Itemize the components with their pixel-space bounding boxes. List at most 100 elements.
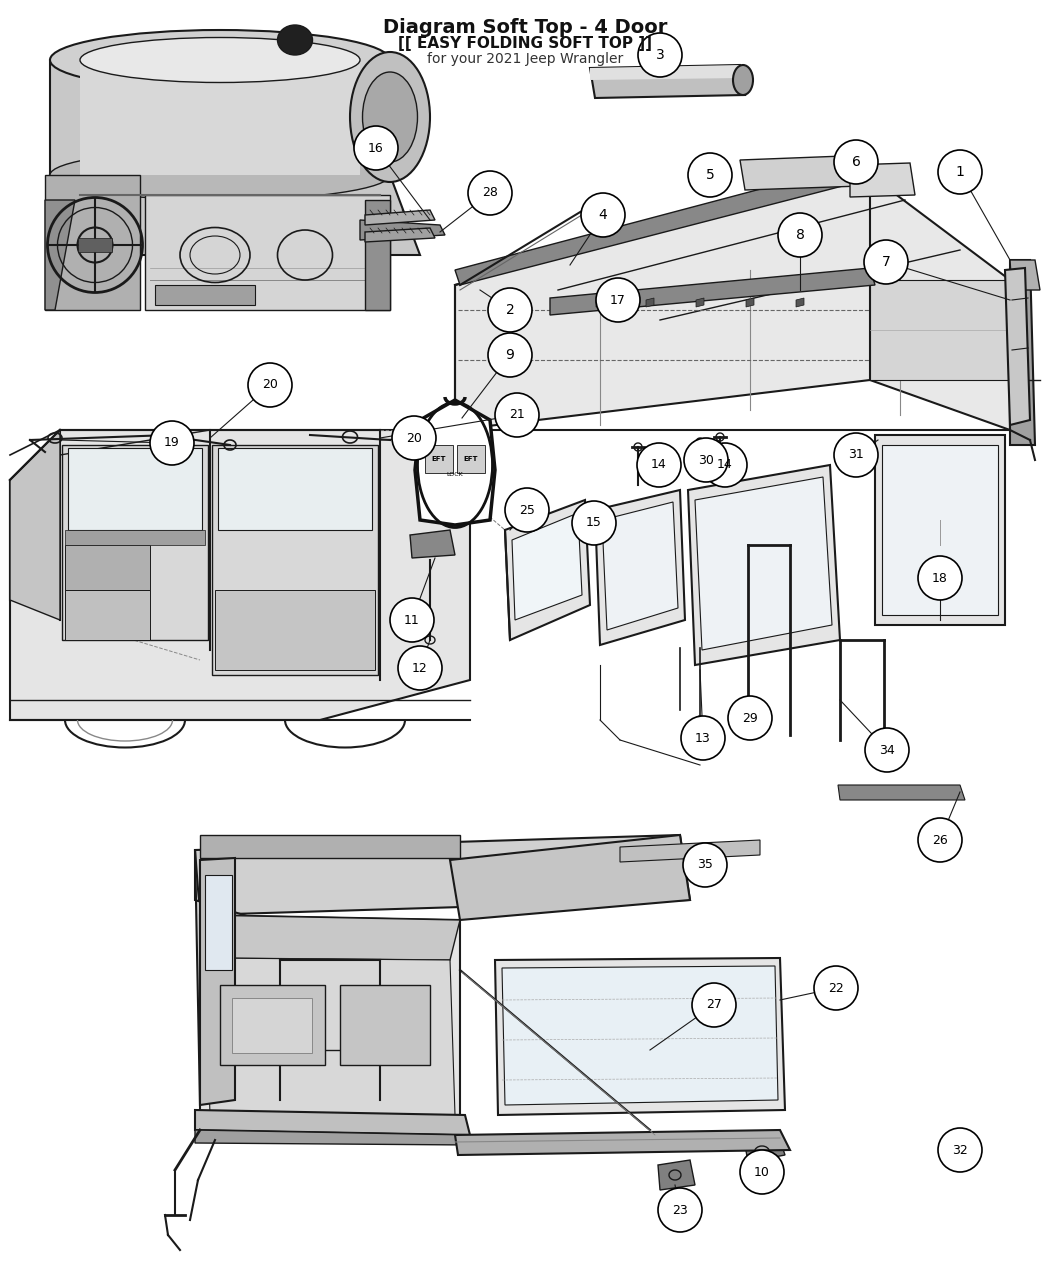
Text: 14: 14 bbox=[717, 459, 733, 472]
Circle shape bbox=[834, 140, 878, 184]
Polygon shape bbox=[68, 448, 202, 530]
Text: 9: 9 bbox=[505, 348, 514, 362]
Polygon shape bbox=[10, 430, 60, 620]
Text: 23: 23 bbox=[672, 1204, 688, 1216]
Polygon shape bbox=[882, 445, 998, 615]
Text: 16: 16 bbox=[369, 142, 384, 154]
Text: 18: 18 bbox=[932, 571, 948, 584]
Polygon shape bbox=[495, 958, 785, 1116]
Polygon shape bbox=[212, 445, 378, 674]
Circle shape bbox=[704, 442, 747, 487]
Polygon shape bbox=[195, 1111, 470, 1135]
Circle shape bbox=[398, 646, 442, 690]
Text: 22: 22 bbox=[828, 982, 844, 994]
Circle shape bbox=[740, 1150, 784, 1193]
Circle shape bbox=[638, 33, 682, 76]
Text: 31: 31 bbox=[848, 449, 864, 462]
Polygon shape bbox=[688, 465, 840, 666]
Text: 20: 20 bbox=[262, 379, 278, 391]
Text: 20: 20 bbox=[406, 431, 422, 445]
Polygon shape bbox=[200, 915, 460, 1119]
Ellipse shape bbox=[362, 71, 418, 162]
Circle shape bbox=[682, 843, 727, 887]
Bar bbox=[457, 445, 485, 473]
Polygon shape bbox=[10, 430, 470, 720]
Text: 7: 7 bbox=[882, 255, 890, 269]
Circle shape bbox=[581, 193, 625, 237]
Polygon shape bbox=[195, 1130, 472, 1145]
Circle shape bbox=[495, 393, 539, 437]
Text: 2: 2 bbox=[506, 303, 514, 317]
Circle shape bbox=[938, 150, 982, 194]
Text: LOCK: LOCK bbox=[446, 473, 463, 478]
Polygon shape bbox=[595, 490, 685, 645]
Polygon shape bbox=[365, 210, 435, 224]
Circle shape bbox=[392, 416, 436, 460]
Polygon shape bbox=[50, 60, 390, 175]
Polygon shape bbox=[450, 835, 690, 921]
Polygon shape bbox=[696, 298, 704, 307]
Polygon shape bbox=[65, 530, 205, 544]
Polygon shape bbox=[746, 298, 754, 307]
Polygon shape bbox=[602, 502, 678, 630]
Bar bbox=[220, 986, 326, 1065]
Bar bbox=[425, 445, 453, 473]
Text: 29: 29 bbox=[742, 711, 758, 724]
Circle shape bbox=[354, 126, 398, 170]
Circle shape bbox=[728, 696, 772, 740]
Circle shape bbox=[468, 171, 512, 215]
Polygon shape bbox=[850, 163, 915, 198]
Text: 28: 28 bbox=[482, 186, 498, 199]
Text: 35: 35 bbox=[697, 858, 713, 872]
Text: EFT: EFT bbox=[432, 456, 446, 462]
Circle shape bbox=[505, 488, 549, 532]
Polygon shape bbox=[195, 835, 690, 915]
Polygon shape bbox=[200, 915, 460, 960]
Polygon shape bbox=[360, 221, 445, 240]
Polygon shape bbox=[45, 200, 75, 310]
Polygon shape bbox=[658, 1160, 695, 1190]
Polygon shape bbox=[875, 435, 1005, 625]
Text: 19: 19 bbox=[164, 436, 180, 450]
Text: EFT: EFT bbox=[464, 456, 478, 462]
Polygon shape bbox=[65, 544, 150, 590]
Polygon shape bbox=[45, 175, 140, 310]
Polygon shape bbox=[415, 400, 495, 525]
Polygon shape bbox=[215, 590, 375, 669]
Text: 14: 14 bbox=[651, 459, 667, 472]
Polygon shape bbox=[502, 966, 778, 1105]
Text: 13: 13 bbox=[695, 732, 711, 745]
Circle shape bbox=[248, 363, 292, 407]
Polygon shape bbox=[505, 500, 590, 640]
Bar bbox=[232, 998, 312, 1053]
Polygon shape bbox=[205, 958, 455, 1116]
Polygon shape bbox=[205, 875, 232, 970]
Text: 6: 6 bbox=[852, 156, 860, 170]
Polygon shape bbox=[455, 1130, 790, 1155]
Polygon shape bbox=[80, 60, 360, 175]
Polygon shape bbox=[1010, 260, 1035, 445]
Ellipse shape bbox=[733, 65, 753, 96]
Circle shape bbox=[390, 598, 434, 643]
Polygon shape bbox=[365, 200, 390, 310]
Circle shape bbox=[814, 966, 858, 1010]
Polygon shape bbox=[200, 835, 460, 858]
Text: 30: 30 bbox=[698, 454, 714, 467]
Text: 12: 12 bbox=[412, 662, 428, 674]
Polygon shape bbox=[596, 298, 604, 307]
Text: 3: 3 bbox=[655, 48, 665, 62]
Polygon shape bbox=[50, 175, 420, 255]
Polygon shape bbox=[145, 195, 390, 310]
Text: 10: 10 bbox=[754, 1165, 770, 1178]
Polygon shape bbox=[200, 858, 235, 1105]
Polygon shape bbox=[646, 298, 654, 307]
Text: 5: 5 bbox=[706, 168, 714, 182]
Text: 8: 8 bbox=[796, 228, 804, 242]
Polygon shape bbox=[195, 850, 260, 1130]
Circle shape bbox=[778, 213, 822, 258]
Polygon shape bbox=[410, 530, 455, 558]
Text: 4: 4 bbox=[598, 208, 607, 222]
Polygon shape bbox=[1010, 260, 1040, 289]
Text: 26: 26 bbox=[932, 834, 948, 847]
Circle shape bbox=[637, 442, 681, 487]
